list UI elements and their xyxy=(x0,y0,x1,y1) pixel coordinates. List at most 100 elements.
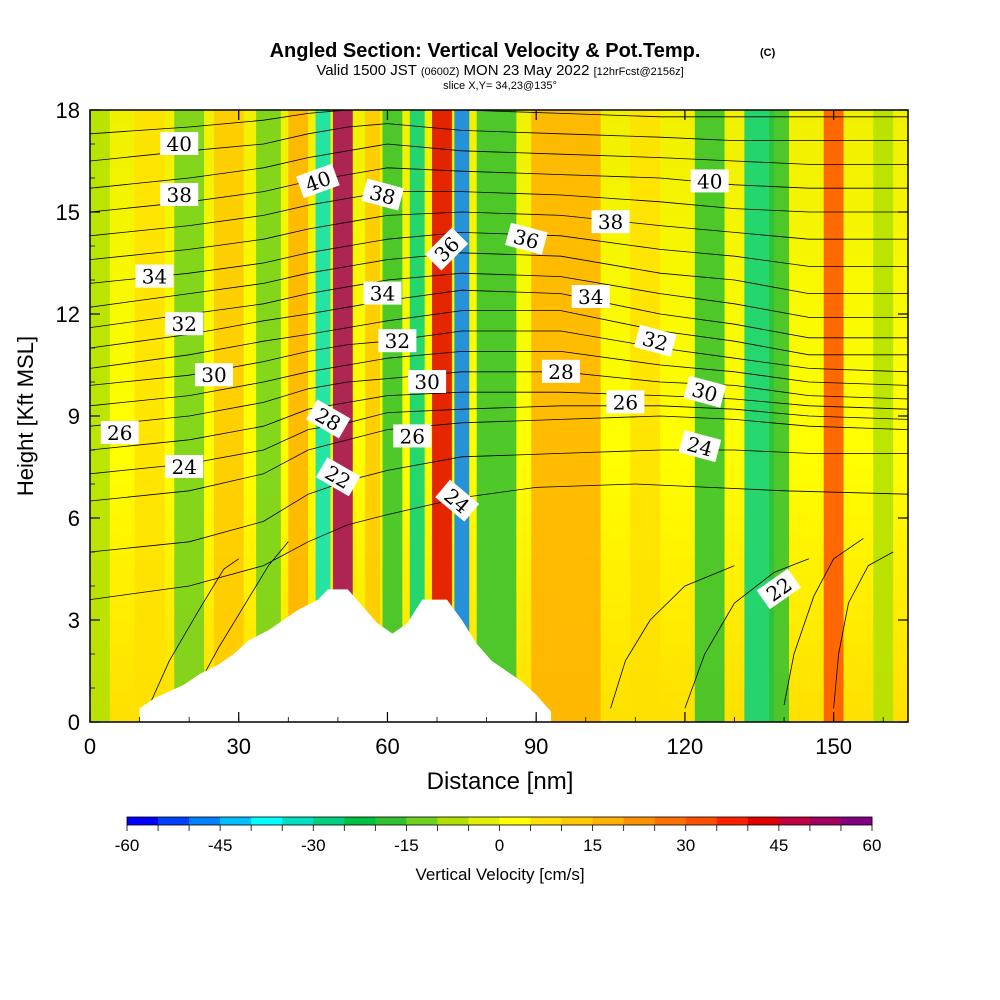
isentrope-23 xyxy=(90,449,908,553)
isentrope-40 xyxy=(90,110,908,135)
contour-label-25: 24 xyxy=(678,430,722,463)
colorbar-tick-label: 0 xyxy=(495,836,504,855)
contour-label-23: 26 xyxy=(606,390,645,414)
chart-title: Angled Section: Vertical Velocity & Pot.… xyxy=(270,40,701,62)
colorbar-tick-label: 45 xyxy=(769,836,788,855)
contour-label-11: 32 xyxy=(378,329,417,353)
y-tick-label: 9 xyxy=(68,404,80,429)
colorbar-swatch xyxy=(685,817,718,825)
colorbar-tick-label: 30 xyxy=(676,836,695,855)
svg-text:26: 26 xyxy=(613,390,638,414)
isentrope-32 xyxy=(90,272,908,328)
x-tick-label: 30 xyxy=(226,734,250,759)
colorbar-tick-label: 15 xyxy=(583,836,602,855)
contour-label-17: 40 xyxy=(690,169,729,193)
svg-text:26: 26 xyxy=(107,421,132,445)
colorbar-tick-label: -60 xyxy=(115,836,140,855)
isentrope-contours xyxy=(90,110,908,709)
contour-label-4: 30 xyxy=(194,363,233,387)
velocity-column-10 xyxy=(409,110,425,722)
x-axis-label: Distance [nm] xyxy=(427,768,574,795)
svg-text:26: 26 xyxy=(400,424,425,448)
svg-text:40: 40 xyxy=(697,169,722,193)
contour-label-6: 24 xyxy=(165,455,204,479)
isentrope-28 xyxy=(90,351,908,407)
low-contour-4 xyxy=(833,551,894,709)
low-contour-2 xyxy=(610,565,735,709)
velocity-column-20 xyxy=(873,110,894,722)
x-tick-label: 0 xyxy=(84,734,96,759)
isentrope-26 xyxy=(90,391,908,451)
svg-text:34: 34 xyxy=(578,285,603,309)
svg-text:28: 28 xyxy=(548,360,573,384)
colorbar-tick-label: -45 xyxy=(208,836,233,855)
x-tick-label: 120 xyxy=(667,734,704,759)
velocity-field xyxy=(90,110,894,722)
y-tick-label: 12 xyxy=(56,302,80,327)
colorbar-swatch xyxy=(282,817,314,825)
slice-label: slice X,Y= 34,23@135° xyxy=(443,80,557,92)
svg-text:34: 34 xyxy=(370,282,395,306)
svg-text:30: 30 xyxy=(201,363,226,387)
velocity-column-3 xyxy=(213,110,244,722)
svg-text:38: 38 xyxy=(167,183,192,207)
velocity-column-13 xyxy=(476,110,517,722)
velocity-column-18 xyxy=(769,110,790,722)
colorbar-tick-label: -15 xyxy=(394,836,419,855)
low-contour-0 xyxy=(149,558,239,706)
y-tick-label: 18 xyxy=(56,98,80,123)
isentrope-29 xyxy=(90,330,908,386)
contour-label-0: 40 xyxy=(160,132,199,156)
svg-text:32: 32 xyxy=(171,312,196,336)
colorbar-label: Vertical Velocity [cm/s] xyxy=(415,865,584,884)
svg-text:30: 30 xyxy=(414,370,439,394)
svg-text:34: 34 xyxy=(142,265,167,289)
colorbar-swatch xyxy=(375,817,407,825)
colorbar-swatch xyxy=(158,817,190,825)
contour-label-19: 36 xyxy=(505,222,548,255)
contour-label-24: 30 xyxy=(683,375,727,408)
contour-label-20: 34 xyxy=(571,285,610,309)
y-tick-label: 15 xyxy=(56,200,80,225)
svg-text:38: 38 xyxy=(598,210,623,234)
colorbar-swatch xyxy=(623,817,656,825)
y-axis-label: Height [Kft MSL] xyxy=(13,336,38,496)
isentrope-30 xyxy=(90,310,908,369)
colorbar-swatch xyxy=(220,817,252,825)
contour-label-3: 32 xyxy=(165,312,204,336)
terrain xyxy=(139,589,552,722)
contour-label-18: 38 xyxy=(591,210,630,234)
isentrope-34 xyxy=(90,231,908,284)
colorbar-swatch xyxy=(468,817,500,825)
colorbar-swatch xyxy=(530,817,563,825)
velocity-column-19 xyxy=(823,110,844,722)
colorbar-swatch xyxy=(344,817,376,825)
colorbar-tick-label: 60 xyxy=(863,836,882,855)
velocity-column-9 xyxy=(382,110,403,722)
isentrope-39 xyxy=(90,123,908,162)
isentrope-25 xyxy=(90,405,908,475)
colorbar-swatch xyxy=(189,817,221,825)
colorbar-swatch xyxy=(499,817,532,825)
colorbar-swatch xyxy=(809,817,842,825)
colorbar: -60 -45 -30 -15 0 15 30 45 60 xyxy=(115,816,882,855)
chart-subtitle: Valid 1500 JST (0600Z) MON 23 May 2022 [… xyxy=(316,62,683,79)
copyright-mark: (C) xyxy=(760,47,776,59)
velocity-column-16 xyxy=(694,110,725,722)
colorbar-swatch xyxy=(840,817,873,825)
x-tick-label: 60 xyxy=(375,734,399,759)
colorbar-swatch xyxy=(778,817,811,825)
velocity-column-12 xyxy=(454,110,470,722)
contour-label-12: 30 xyxy=(408,370,447,394)
isentrope-31 xyxy=(90,289,908,349)
velocity-column-1 xyxy=(134,110,165,722)
isentrope-22 xyxy=(90,483,908,600)
colorbar-swatch xyxy=(437,817,469,825)
colorbar-swatch xyxy=(716,817,749,825)
colorbar-tick-label: -30 xyxy=(301,836,326,855)
contour-label-14: 26 xyxy=(393,424,432,448)
contour-label-2: 34 xyxy=(135,264,174,289)
contour-label-5: 26 xyxy=(100,421,139,445)
y-tick-label: 3 xyxy=(68,608,80,633)
